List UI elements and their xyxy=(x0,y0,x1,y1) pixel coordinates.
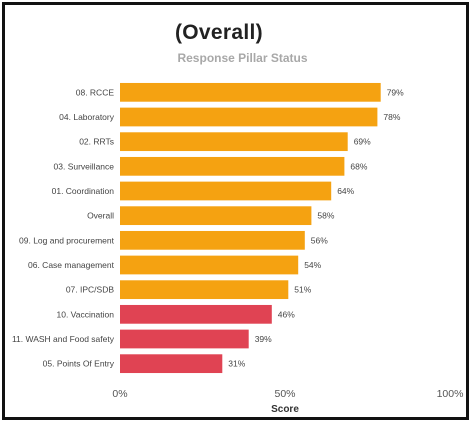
data-label: 56% xyxy=(311,235,328,245)
data-label: 51% xyxy=(294,285,311,295)
chart-subtitle: Response Pillar Status xyxy=(177,51,308,65)
data-label: 46% xyxy=(278,309,295,319)
data-label: 58% xyxy=(317,211,334,221)
category-label: 03. Surveillance xyxy=(54,161,115,171)
category-label: Overall xyxy=(87,211,114,221)
bar xyxy=(120,181,332,201)
category-label: 08. RCCE xyxy=(76,87,115,97)
category-label: 02. RRTs xyxy=(79,137,114,147)
x-axis-title: Score xyxy=(271,404,299,415)
x-tick-label: 0% xyxy=(112,388,127,400)
bar xyxy=(120,82,381,102)
bar xyxy=(120,230,305,250)
bar xyxy=(120,206,312,226)
category-label: 10. Vaccination xyxy=(57,309,115,319)
category-label: 06. Case management xyxy=(28,260,115,270)
x-tick-label: 100% xyxy=(437,388,464,400)
bar xyxy=(120,132,348,152)
category-label: 11. WASH and Food safety xyxy=(12,334,115,344)
bar xyxy=(120,304,272,324)
chart-title: (Overall) xyxy=(175,21,263,44)
category-label: 07. IPC/SDB xyxy=(66,285,115,295)
data-label: 78% xyxy=(383,112,400,122)
data-label: 69% xyxy=(354,137,371,147)
bar xyxy=(120,329,249,349)
bar xyxy=(120,156,345,176)
data-label: 31% xyxy=(228,359,245,369)
category-label: 01. Coordination xyxy=(52,186,115,196)
data-label: 54% xyxy=(304,260,321,270)
bar xyxy=(120,255,299,275)
data-label: 64% xyxy=(337,186,354,196)
data-label: 39% xyxy=(255,334,272,344)
bar xyxy=(120,107,378,127)
bar xyxy=(120,354,223,374)
x-tick-label: 50% xyxy=(274,388,295,400)
data-label: 68% xyxy=(350,161,367,171)
category-label: 05. Points Of Entry xyxy=(43,359,115,369)
data-label: 79% xyxy=(387,87,404,97)
bar xyxy=(120,280,289,300)
category-label: 04. Laboratory xyxy=(59,112,115,122)
category-label: 09. Log and procurement xyxy=(19,235,115,245)
